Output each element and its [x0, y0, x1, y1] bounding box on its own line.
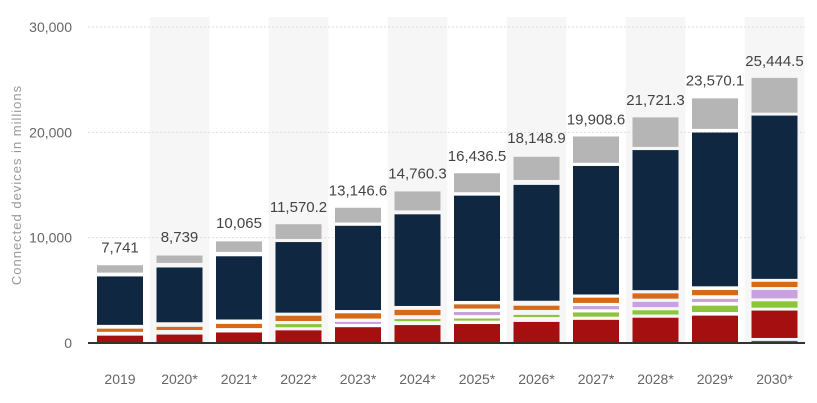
total-label: 23,570.1: [686, 73, 744, 90]
bar-segment-gray: [156, 255, 203, 263]
total-label: 16,436.5: [448, 148, 506, 165]
x-tick-label: 2021*: [221, 371, 258, 387]
bar-segment-red: [97, 335, 143, 343]
bar-segment-lilac: [335, 321, 381, 324]
bar-segment-navy: [216, 256, 262, 320]
bar-segment-lilac: [454, 311, 500, 316]
bar-segment-orange: [156, 326, 203, 330]
bar-segment-navy: [692, 132, 738, 287]
y-tick-label: 0: [64, 335, 72, 351]
bar-segment-navy: [751, 115, 798, 279]
bar-segment-gray: [275, 224, 322, 239]
bar-segment-gray: [632, 117, 679, 147]
bar-segment-gray: [573, 136, 619, 163]
bar-segment-gray: [97, 265, 143, 273]
bar-segment-green: [275, 324, 322, 328]
bar-segment-navy: [275, 242, 322, 313]
total-label: 19,908.6: [567, 111, 625, 128]
bar-segment-navy: [335, 225, 381, 311]
bar-segment-orange: [216, 323, 262, 329]
bar-segment-orange: [454, 304, 500, 309]
x-tick-label: 2028*: [637, 371, 674, 387]
x-tick-label: 2030*: [756, 371, 793, 387]
bar-segment-green: [573, 312, 619, 317]
bar-segment-orange: [692, 289, 738, 296]
bar-segment-blue: [751, 340, 798, 343]
x-tick-label: 2027*: [578, 371, 615, 387]
bar-segment-red: [632, 317, 679, 343]
total-label: 13,146.6: [329, 183, 387, 200]
x-tick-label: 2022*: [280, 371, 317, 387]
x-tick-label: 2023*: [340, 371, 377, 387]
bar-segment-gray: [751, 77, 798, 113]
bar-segment-navy: [156, 267, 203, 323]
y-axis-label: Connected devices in millions: [9, 85, 24, 285]
total-label: 21,721.3: [626, 92, 684, 109]
total-label: 14,760.3: [388, 166, 446, 183]
bar-segment-lilac: [692, 298, 738, 303]
total-label: 8,739: [161, 229, 199, 246]
bar-segment-green: [692, 305, 738, 312]
bar-segment-orange: [573, 297, 619, 303]
bar-segment-red: [692, 315, 738, 343]
bar-segment-green: [632, 310, 679, 315]
bar-segment-lilac: [632, 301, 679, 308]
bar-segment-orange: [632, 293, 679, 299]
bar-segment-gray: [692, 98, 738, 129]
y-tick-label: 20,000: [29, 124, 72, 140]
bar-segment-red: [156, 334, 203, 343]
bar-segment-gray: [454, 173, 500, 193]
bar-segment-red: [216, 332, 262, 343]
bar-segment-navy: [513, 184, 560, 301]
bar-segment-gray: [216, 241, 262, 252]
x-tick-label: 2020*: [161, 371, 198, 387]
bar-segment-gray: [513, 156, 560, 180]
bar-segment-green: [513, 314, 560, 317]
bar-segment-orange: [513, 305, 560, 310]
y-tick-label: 30,000: [29, 19, 72, 35]
bar-segment-red: [751, 310, 798, 338]
bar-segment-red: [573, 319, 619, 343]
total-label: 25,444.5: [745, 53, 803, 70]
bar-segment-red: [454, 324, 500, 343]
bar-segment-orange: [97, 328, 143, 332]
x-tick-label: 2019: [104, 371, 135, 387]
bar-segment-navy: [394, 214, 441, 306]
bar-segment-orange: [751, 281, 798, 288]
bar-segment-green: [751, 301, 798, 308]
total-label: 7,741: [101, 239, 139, 256]
x-tick-label: 2025*: [459, 371, 496, 387]
total-label: 18,148.9: [507, 130, 565, 147]
bar-segment-red: [275, 330, 322, 343]
y-tick-label: 10,000: [29, 230, 72, 246]
total-label: 11,570.2: [270, 199, 327, 216]
bar-segment-lilac: [573, 306, 619, 310]
bar-segment-navy: [97, 276, 143, 325]
bar-segment-navy: [632, 150, 679, 291]
bar-segment-gray: [394, 191, 441, 211]
bar-segment-orange: [335, 313, 381, 319]
total-label: 10,065: [216, 215, 262, 232]
x-tick-label: 2024*: [399, 371, 436, 387]
bar-segment-green: [394, 319, 441, 322]
bar-segment-red: [335, 327, 381, 343]
x-tick-label: 2026*: [518, 371, 555, 387]
bar-segment-gray: [335, 207, 381, 223]
bar-segment-green: [454, 318, 500, 321]
bar-segment-orange: [275, 315, 322, 322]
bar-segment-red: [394, 325, 441, 343]
bar-segment-navy: [454, 195, 500, 301]
bar-segment-orange: [394, 309, 441, 316]
bar-segment-red: [513, 321, 560, 343]
x-tick-label: 2029*: [697, 371, 734, 387]
bar-segment-lilac: [751, 289, 798, 299]
bar-segment-navy: [573, 165, 619, 295]
